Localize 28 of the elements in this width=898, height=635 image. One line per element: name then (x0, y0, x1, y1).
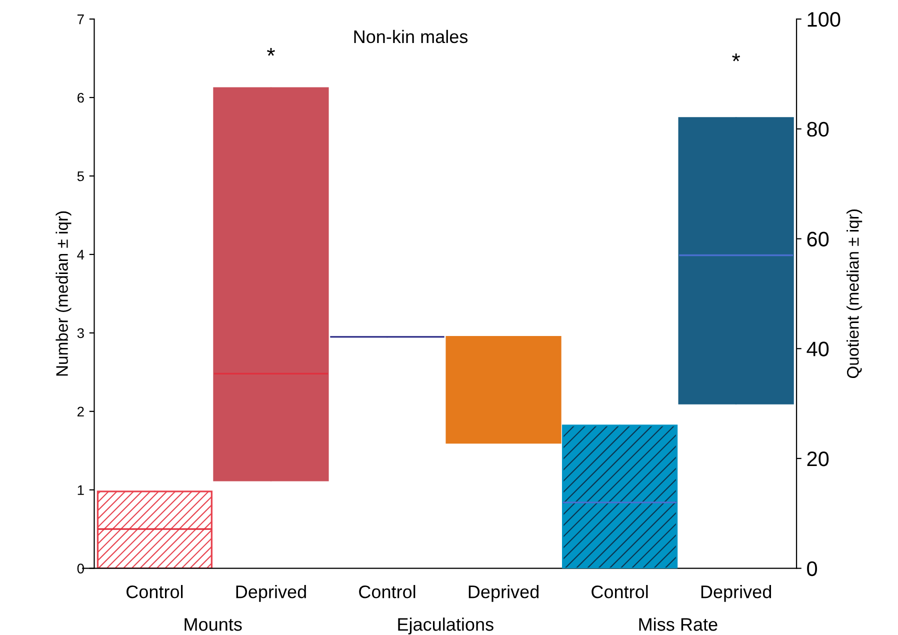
y-tick-label: 4 (77, 250, 84, 260)
y-tick-label: 7 (78, 14, 84, 24)
y-tick-label: 0 (77, 564, 84, 574)
y2-tick-label: 80 (807, 122, 829, 137)
y2-tick-label: 40 (806, 342, 829, 356)
y2-tick-label: 20 (807, 451, 829, 466)
text: Mounts (184, 618, 242, 631)
y2-tick-label: 100 (808, 12, 840, 27)
text: Miss Rate (639, 618, 718, 631)
y-tick-label: 3 (77, 328, 84, 338)
y-tick-label: 5 (77, 171, 84, 182)
x-tick-label: Deprived (701, 584, 772, 602)
x-tick-label: Control (592, 584, 648, 598)
annotation: * (732, 53, 740, 62)
chart-title: Non-kin males (354, 30, 468, 44)
y2-tick-label: 60 (807, 232, 829, 247)
x-tick-label: Control (359, 584, 416, 598)
y2-axis-title: Quotient (median ± iqr) (846, 210, 862, 378)
x-tick-label: Deprived (236, 584, 306, 602)
y-axis-title: Number (median ± iqr) (56, 211, 72, 376)
y2-tick-label: 0 (807, 561, 818, 576)
x-tick-label: Control (126, 584, 183, 598)
text: Ejaculations (398, 618, 494, 634)
y-tick-label: 2 (77, 406, 84, 416)
x-tick-label: Deprived (468, 584, 538, 602)
annotation: * (267, 48, 275, 56)
y-tick-label: 6 (78, 92, 84, 103)
y-tick-label: 1 (78, 485, 84, 495)
